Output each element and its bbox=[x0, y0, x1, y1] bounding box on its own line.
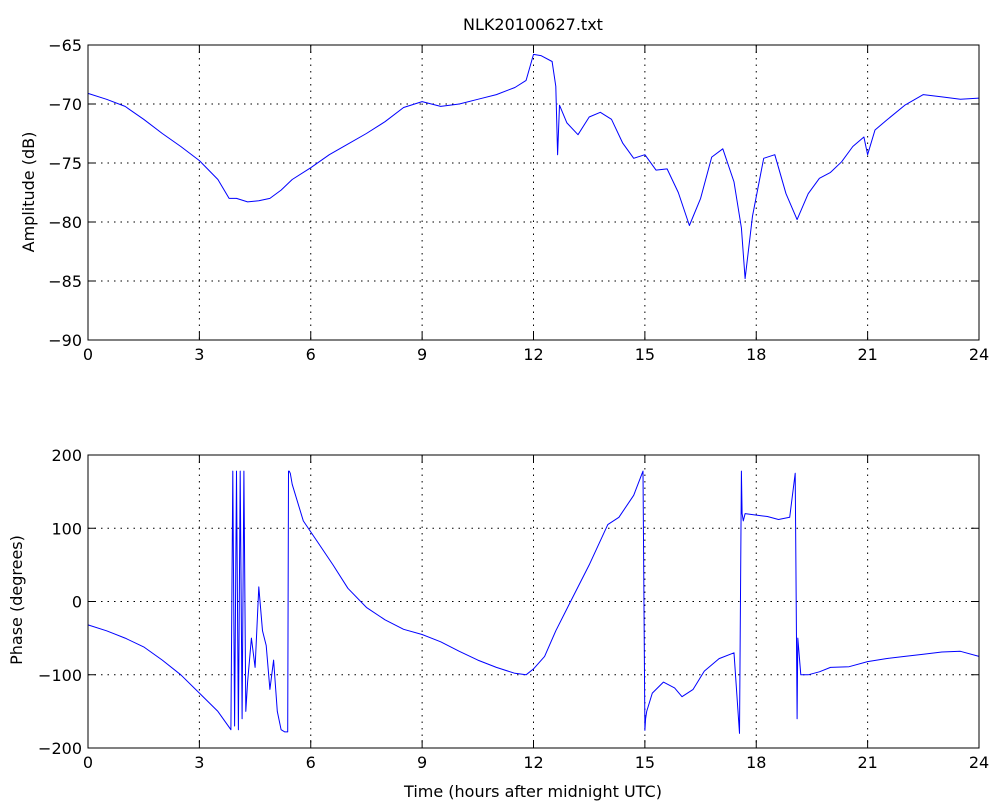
phase-x-tick-label: 6 bbox=[306, 753, 316, 772]
amplitude-series bbox=[87, 53, 980, 280]
phase-tick-labels: 0 3 6 9 12 15 18 21 24 −200 −100 0 100 200 bbox=[38, 446, 989, 772]
phase-series-line bbox=[87, 470, 980, 734]
phase-x-tick-label: 3 bbox=[194, 753, 204, 772]
amplitude-x-tick-label: 15 bbox=[635, 345, 655, 364]
amplitude-y-tick-label: −80 bbox=[48, 213, 82, 232]
amplitude-y-tick-label: −65 bbox=[48, 36, 82, 55]
amplitude-x-tick-label: 21 bbox=[857, 345, 877, 364]
amplitude-x-tick-label: 3 bbox=[194, 345, 204, 364]
amplitude-series-line bbox=[87, 53, 980, 280]
amplitude-x-tick-label: 9 bbox=[417, 345, 427, 364]
phase-y-tick-label: −100 bbox=[38, 666, 82, 685]
phase-gridlines bbox=[88, 455, 979, 748]
amplitude-y-tick-label: −90 bbox=[48, 331, 82, 350]
amplitude-y-tick-label: −85 bbox=[48, 272, 82, 291]
amplitude-y-axis-label: Amplitude (dB) bbox=[19, 132, 38, 253]
amplitude-x-tick-label: 6 bbox=[306, 345, 316, 364]
phase-series bbox=[87, 470, 980, 734]
amplitude-x-tick-label: 12 bbox=[523, 345, 543, 364]
phase-plot: 0 3 6 9 12 15 18 21 24 −200 −100 0 100 200 Phase (deg… bbox=[7, 446, 989, 801]
phase-y-tick-label: 0 bbox=[72, 593, 82, 612]
phase-x-tick-label: 18 bbox=[746, 753, 766, 772]
phase-axes-frame bbox=[87, 454, 980, 749]
phase-y-tick-label: 200 bbox=[51, 446, 82, 465]
phase-y-axis-label: Phase (degrees) bbox=[7, 535, 26, 665]
phase-x-tick-label: 12 bbox=[523, 753, 543, 772]
phase-x-tick-label: 21 bbox=[857, 753, 877, 772]
amplitude-plot-title: NLK20100627.txt bbox=[463, 15, 603, 34]
amplitude-x-tick-label: 0 bbox=[83, 345, 93, 364]
amplitude-y-tick-label: −70 bbox=[48, 95, 82, 114]
amplitude-tick-labels: 0 3 6 9 12 15 18 21 24 −90 −85 −80 −75 −70 −65 bbox=[48, 36, 989, 364]
phase-y-tick-label: −200 bbox=[38, 739, 82, 758]
amplitude-plot: NLK20100627.txt 0 3 6 9 12 15 18 21 24 −90 −85 −80 −… bbox=[19, 15, 989, 364]
phase-x-tick-label: 24 bbox=[969, 753, 989, 772]
phase-x-tick-label: 15 bbox=[635, 753, 655, 772]
phase-x-tick-label: 0 bbox=[83, 753, 93, 772]
amplitude-axes-frame bbox=[87, 44, 980, 341]
amplitude-gridlines bbox=[88, 45, 979, 340]
amplitude-x-tick-label: 18 bbox=[746, 345, 766, 364]
phase-y-tick-label: 100 bbox=[51, 519, 82, 538]
phase-x-axis-label: Time (hours after midnight UTC) bbox=[403, 782, 662, 801]
amplitude-x-tick-label: 24 bbox=[969, 345, 989, 364]
phase-x-tick-label: 9 bbox=[417, 753, 427, 772]
amplitude-y-tick-label: −75 bbox=[48, 154, 82, 173]
